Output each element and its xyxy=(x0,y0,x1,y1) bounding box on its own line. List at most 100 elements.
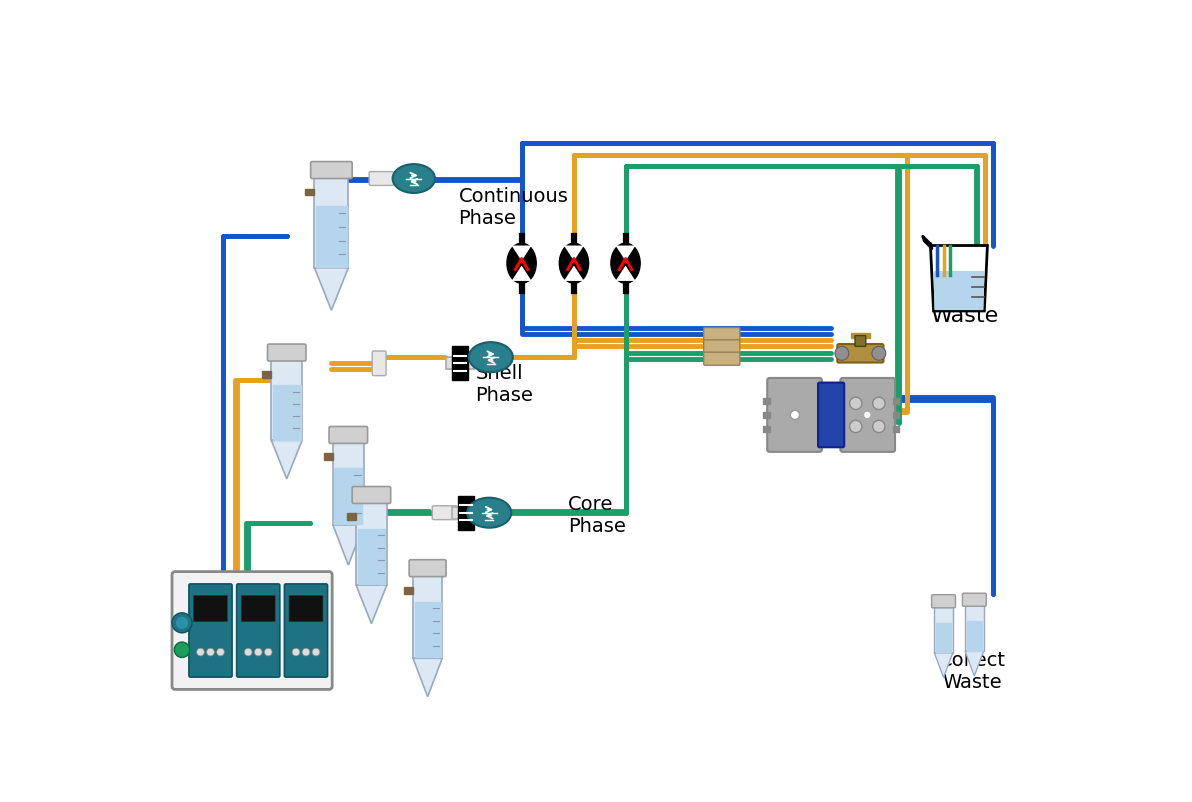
Ellipse shape xyxy=(467,498,511,528)
FancyBboxPatch shape xyxy=(703,328,740,341)
FancyBboxPatch shape xyxy=(372,351,386,376)
Polygon shape xyxy=(893,412,899,419)
Polygon shape xyxy=(452,507,480,519)
Circle shape xyxy=(863,411,871,419)
FancyBboxPatch shape xyxy=(703,353,740,366)
Polygon shape xyxy=(316,207,347,268)
Polygon shape xyxy=(272,360,302,441)
Circle shape xyxy=(312,648,319,656)
FancyBboxPatch shape xyxy=(285,584,328,677)
Polygon shape xyxy=(315,178,348,269)
Polygon shape xyxy=(356,502,387,585)
Text: Waste: Waste xyxy=(930,306,999,326)
Polygon shape xyxy=(564,246,584,261)
Circle shape xyxy=(244,648,252,656)
Circle shape xyxy=(302,648,310,656)
Polygon shape xyxy=(262,371,272,379)
FancyBboxPatch shape xyxy=(241,596,275,622)
Polygon shape xyxy=(404,587,412,593)
Circle shape xyxy=(292,648,300,656)
FancyBboxPatch shape xyxy=(962,593,986,606)
Polygon shape xyxy=(967,622,982,650)
Polygon shape xyxy=(935,607,952,653)
Polygon shape xyxy=(459,496,474,530)
Polygon shape xyxy=(858,337,863,346)
Polygon shape xyxy=(305,189,315,196)
Polygon shape xyxy=(335,469,362,525)
Polygon shape xyxy=(851,334,870,338)
FancyBboxPatch shape xyxy=(818,383,844,448)
Polygon shape xyxy=(923,237,932,249)
FancyBboxPatch shape xyxy=(267,345,306,362)
FancyBboxPatch shape xyxy=(352,487,391,504)
Text: Core
Phase: Core Phase xyxy=(567,495,626,536)
Circle shape xyxy=(254,648,262,656)
Polygon shape xyxy=(763,426,770,432)
Polygon shape xyxy=(615,246,635,261)
FancyBboxPatch shape xyxy=(433,506,457,520)
Polygon shape xyxy=(893,426,899,432)
Polygon shape xyxy=(935,273,983,310)
Ellipse shape xyxy=(610,244,640,284)
Polygon shape xyxy=(966,651,983,676)
Polygon shape xyxy=(966,606,983,651)
Polygon shape xyxy=(415,602,441,658)
Polygon shape xyxy=(315,269,348,311)
Ellipse shape xyxy=(507,244,536,284)
FancyBboxPatch shape xyxy=(855,336,865,347)
Text: Collect
Waste: Collect Waste xyxy=(938,650,1006,691)
Polygon shape xyxy=(935,653,952,678)
FancyBboxPatch shape xyxy=(768,379,821,452)
Polygon shape xyxy=(412,575,442,658)
Polygon shape xyxy=(893,399,899,405)
Polygon shape xyxy=(272,441,302,480)
Circle shape xyxy=(790,411,800,420)
Polygon shape xyxy=(452,347,467,381)
Circle shape xyxy=(850,421,862,433)
Ellipse shape xyxy=(392,165,435,194)
FancyBboxPatch shape xyxy=(237,584,280,677)
FancyBboxPatch shape xyxy=(288,596,323,622)
Polygon shape xyxy=(763,399,770,405)
Circle shape xyxy=(850,398,862,410)
Circle shape xyxy=(172,613,192,633)
Circle shape xyxy=(265,648,272,656)
FancyBboxPatch shape xyxy=(190,584,232,677)
Circle shape xyxy=(873,421,884,433)
Polygon shape xyxy=(412,658,442,697)
Text: Continuous
Phase: Continuous Phase xyxy=(459,187,569,228)
FancyBboxPatch shape xyxy=(409,560,446,577)
Circle shape xyxy=(176,617,188,630)
Circle shape xyxy=(197,648,204,656)
Circle shape xyxy=(871,347,886,361)
Polygon shape xyxy=(452,507,480,519)
Circle shape xyxy=(873,398,884,410)
FancyBboxPatch shape xyxy=(840,379,895,452)
Polygon shape xyxy=(358,529,385,585)
Polygon shape xyxy=(356,585,387,624)
Ellipse shape xyxy=(559,244,589,284)
Circle shape xyxy=(206,648,215,656)
Text: Shell
Phase: Shell Phase xyxy=(476,364,533,405)
Polygon shape xyxy=(446,358,474,370)
FancyBboxPatch shape xyxy=(703,340,740,354)
Polygon shape xyxy=(347,514,356,520)
Polygon shape xyxy=(564,266,584,282)
FancyBboxPatch shape xyxy=(311,162,352,180)
FancyBboxPatch shape xyxy=(932,595,956,608)
FancyBboxPatch shape xyxy=(329,427,367,444)
Polygon shape xyxy=(763,412,770,419)
Circle shape xyxy=(217,648,224,656)
FancyBboxPatch shape xyxy=(837,345,883,363)
Circle shape xyxy=(834,347,849,361)
Polygon shape xyxy=(511,246,532,261)
Polygon shape xyxy=(446,358,474,370)
Polygon shape xyxy=(333,443,364,525)
Polygon shape xyxy=(511,266,532,282)
FancyBboxPatch shape xyxy=(193,596,228,622)
Polygon shape xyxy=(931,246,987,311)
Polygon shape xyxy=(324,454,333,461)
FancyBboxPatch shape xyxy=(370,172,393,186)
FancyBboxPatch shape xyxy=(172,572,333,690)
Polygon shape xyxy=(936,623,951,652)
